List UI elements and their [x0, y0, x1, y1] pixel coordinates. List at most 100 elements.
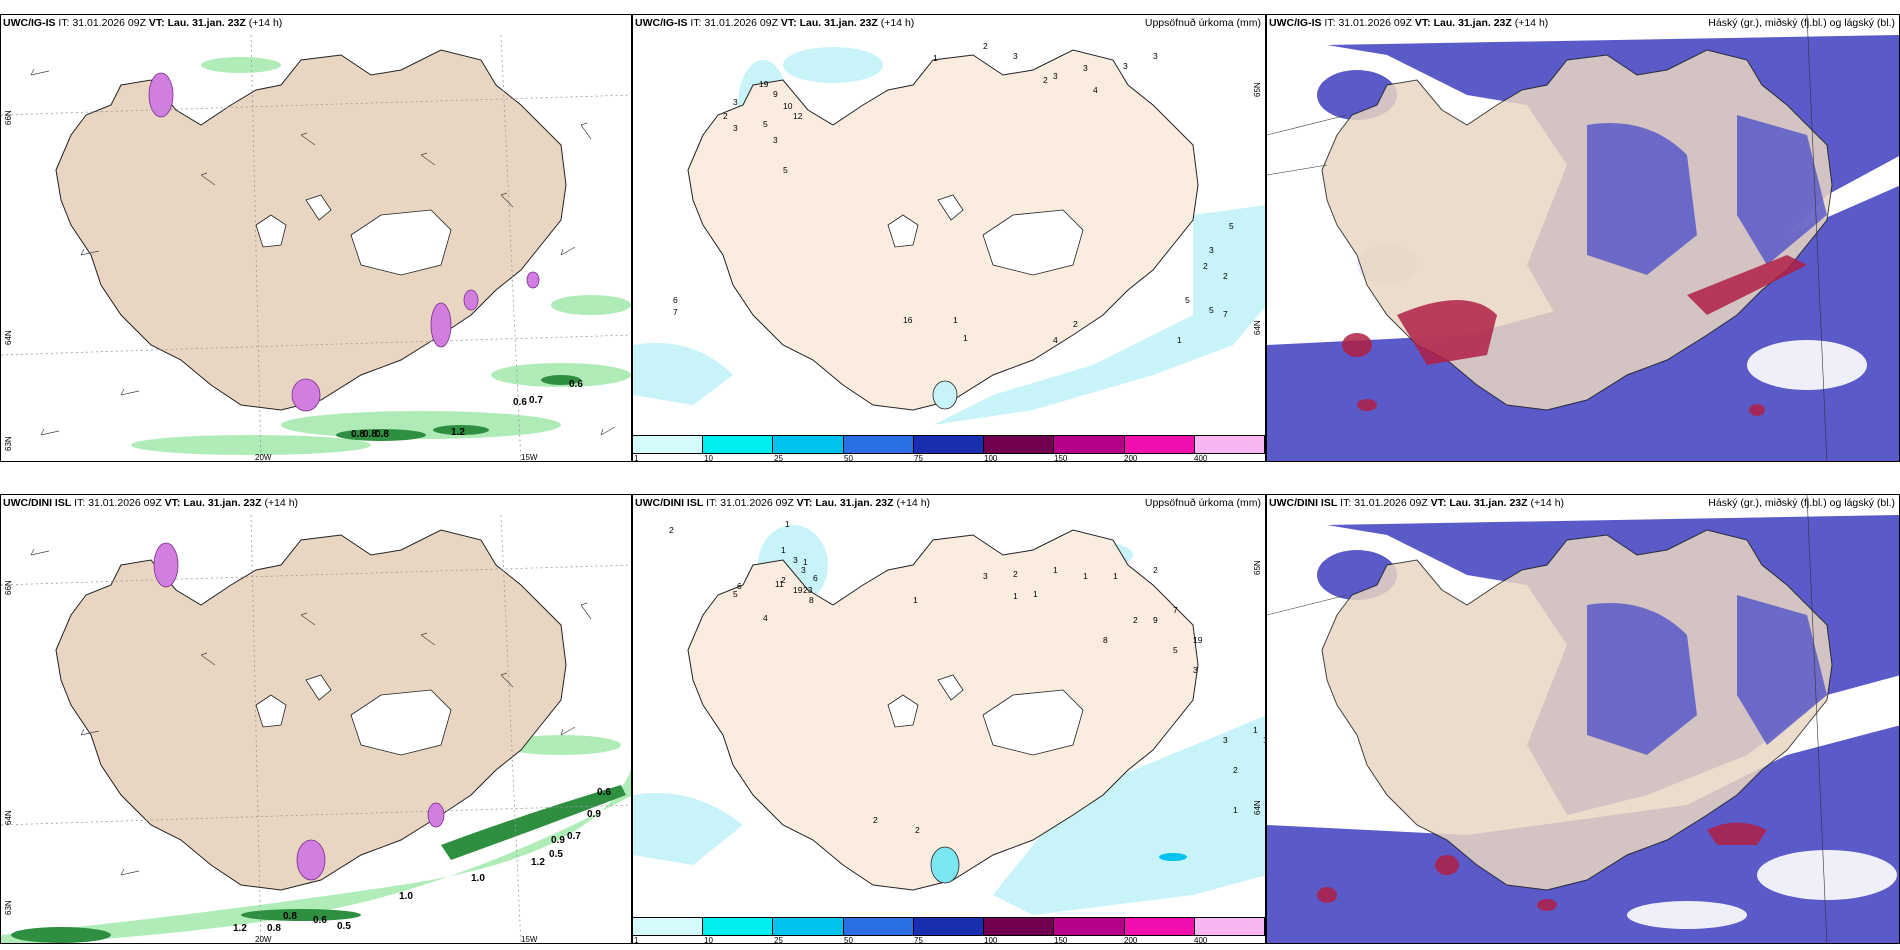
colorbar-tick: 75: [914, 454, 923, 462]
precip-number: 1: [953, 315, 958, 325]
colorbar-cell: [1054, 436, 1125, 453]
precip-number: 6: [737, 581, 742, 591]
wind-value: 0.6: [597, 787, 611, 798]
precip-number: 3: [1153, 51, 1158, 61]
colorbar-tick: 10: [704, 454, 713, 462]
colorbar: 1 10 25 50 75 100 150 200 400: [633, 435, 1265, 461]
colorbar-cell: [1124, 918, 1195, 935]
precip-number: 16: [903, 315, 913, 325]
precip-number: 19: [759, 79, 769, 89]
lon-label: 15W: [521, 453, 538, 462]
precip-number: 2: [1203, 261, 1208, 271]
precip-number: 5: [1185, 295, 1190, 305]
precip-number: 5: [1209, 305, 1214, 315]
map-cloud-dini: [1267, 495, 1900, 944]
precip-number: 3: [801, 565, 806, 575]
wind-value: 0.6: [569, 379, 583, 390]
precip-number: 7: [1173, 605, 1178, 615]
precip-number: 3: [1223, 735, 1228, 745]
precip-number: 1: [963, 333, 968, 343]
lat-label: 64N: [4, 330, 13, 345]
precip-number: 10: [783, 101, 793, 111]
panel-cloud-igis: UWC/IG-IS IT: 31.01.2026 09Z VT: Lau. 31…: [1266, 14, 1900, 462]
precip-number: 12: [793, 111, 803, 121]
precip-number: 3: [793, 555, 798, 565]
wind-value: 1.0: [399, 891, 413, 902]
precip-number: 11: [775, 579, 784, 589]
precip-number: 4: [763, 613, 768, 623]
wind-value: 1.0: [471, 873, 485, 884]
precip-number: 4: [1093, 85, 1098, 95]
panel-subtitle: Háský (gr.), miðský (fj.bl.) og lágský (…: [1708, 497, 1895, 509]
precip-number: 1: [933, 53, 938, 63]
panel-subtitle: Háský (gr.), miðský (fj.bl.) og lágský (…: [1708, 17, 1895, 29]
precip-number: 2: [1073, 319, 1078, 329]
colorbar-tick: 25: [774, 454, 783, 462]
colorbar-labels: 1 10 25 50 75 100 150 200 400: [633, 936, 1265, 944]
colorbar-cell: [773, 918, 844, 935]
precip-number: 1: [803, 557, 808, 567]
lat-label: 63N: [4, 436, 13, 451]
colorbar-tick: 400: [1194, 936, 1208, 944]
precip-number: 2: [1043, 75, 1048, 85]
lat-label: 65N: [1253, 560, 1262, 575]
panel-cloud-dini: UWC/DINI ISL IT: 31.01.2026 09Z VT: Lau.…: [1266, 494, 1900, 944]
precip-number: 7: [1223, 309, 1228, 319]
panel-title: UWC/IG-IS IT: 31.01.2026 09Z VT: Lau. 31…: [635, 17, 915, 29]
panel-subtitle: Uppsöfnuð úrkoma (mm): [1144, 17, 1261, 29]
map-cloud-igis: [1267, 15, 1900, 462]
colorbar-cell: [1054, 918, 1125, 935]
precip-number: 19: [1193, 635, 1203, 645]
map-precip-igis: [633, 15, 1266, 462]
precip-number: 8: [809, 595, 814, 605]
precip-number: 1: [1253, 725, 1258, 735]
colorbar-labels: 1 10 25 50 75 100 150 200 400: [633, 454, 1265, 462]
panel-precip-dini: UWC/DINI ISL IT: 31.01.2026 09Z VT: Lau.…: [632, 494, 1266, 944]
precip-number: 3: [733, 123, 738, 133]
precip-number: 5: [733, 589, 738, 599]
precip-number: 1: [785, 519, 790, 529]
lat-label: 64N: [1253, 800, 1262, 815]
panel-title: UWC/DINI ISL IT: 31.01.2026 09Z VT: Lau.…: [635, 497, 931, 509]
lat-label: 66N: [4, 580, 13, 595]
precip-number: 2: [1233, 765, 1238, 775]
colorbar-tick: 50: [844, 454, 853, 462]
precip-number: 9: [1153, 615, 1158, 625]
colorbar: 1 10 25 50 75 100 150 200 400: [633, 917, 1265, 943]
colorbar-cell: [773, 436, 844, 453]
colorbar-tick: 1: [634, 936, 639, 944]
colorbar-tick: 100: [984, 454, 998, 462]
precip-number: 2: [1153, 565, 1158, 575]
lat-label: 63N: [4, 900, 13, 915]
lat-label: 64N: [4, 810, 13, 825]
wind-value: 0.7: [529, 395, 543, 406]
precip-number: 7: [673, 307, 678, 317]
colorbar-tick: 1: [634, 454, 639, 462]
colorbar-cell: [843, 436, 914, 453]
precip-number: 8: [1103, 635, 1108, 645]
map-precip-dini: [633, 495, 1266, 944]
precip-number: 6: [673, 295, 678, 305]
colorbar-cell: [913, 918, 985, 935]
precip-number: 1: [1053, 565, 1058, 575]
wind-value: 0.6: [513, 397, 527, 408]
precip-number: 2: [1223, 271, 1228, 281]
wind-value: 0.6: [313, 915, 327, 926]
panel-subtitle: Uppsöfnuð úrkoma (mm): [1144, 497, 1261, 509]
precip-number: 1: [1033, 589, 1038, 599]
precip-number: 4: [1053, 335, 1058, 345]
precip-number: 19: [793, 585, 803, 595]
precip-number: 2: [1133, 615, 1138, 625]
precip-number: 2: [781, 575, 786, 585]
precip-number: 1: [1263, 735, 1265, 745]
precip-number: 1: [1113, 571, 1118, 581]
precip-number: 23: [803, 585, 813, 595]
precip-number: 3: [1209, 245, 1214, 255]
colorbar-cell: [984, 918, 1055, 935]
colorbar-cell: [1194, 918, 1265, 935]
precip-number: 5: [783, 165, 788, 175]
wind-value: 0.8: [375, 429, 389, 440]
colorbar-cell: [1124, 436, 1195, 453]
wind-value: 0.5: [549, 849, 563, 860]
wind-value: 0.7: [567, 831, 581, 842]
